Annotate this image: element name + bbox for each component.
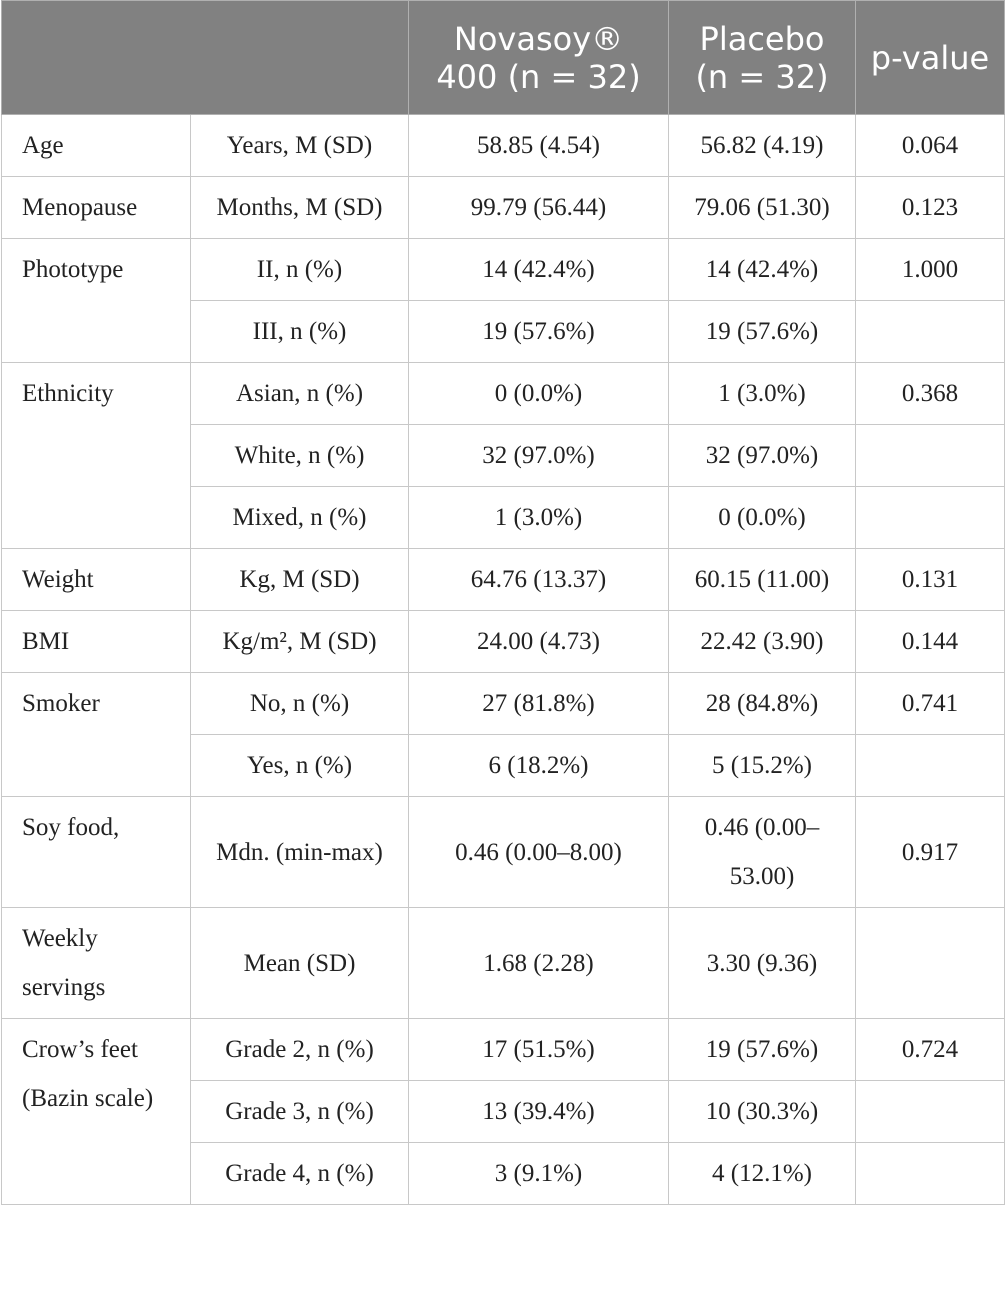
value-cell: 5 (15.2%) [668,734,856,797]
value-cell: 10 (30.3%) [668,1080,856,1143]
p-value-cell [855,734,1005,797]
measure-cell: III, n (%) [190,300,409,363]
table-row: Smoker No, n (%) 27 (81.8%) 28 (84.8%) 0.741 [1,672,1005,797]
p-value-cell [855,300,1005,363]
table-row: Crow’s feet (Bazin scale) Grade 2, n (%) 1… [1,1018,1005,1205]
p-value-cell: 0.917 [855,796,1005,908]
value-cell: 14 (42.4%) [668,238,856,301]
measure-cell: Years, M (SD) [190,114,409,177]
p-value-cell: 0.064 [855,114,1005,177]
measure-cell: Kg, M (SD) [190,548,409,611]
value-cell: 13 (39.4%) [408,1080,669,1143]
value-cell: 22.42 (3.90) [668,610,856,673]
p-value-cell [855,907,1005,1019]
measure-cell: Grade 3, n (%) [190,1080,409,1143]
value-cell: 0.46 (0.00–53.00) [668,796,856,908]
p-value-cell: 0.123 [855,176,1005,239]
p-value-cell: 0.724 [855,1018,1005,1081]
p-value-cell: 1.000 [855,238,1005,301]
measure-cell: No, n (%) [190,672,409,735]
value-cell: 6 (18.2%) [408,734,669,797]
value-cell: 19 (57.6%) [668,300,856,363]
variable-cell: Smoker [1,672,191,797]
measure-cell: Mean (SD) [190,907,409,1019]
variable-cell: Weight [1,548,191,611]
value-cell: 56.82 (4.19) [668,114,856,177]
value-cell: 32 (97.0%) [408,424,669,487]
measure-cell: Months, M (SD) [190,176,409,239]
value-cell: 1 (3.0%) [408,486,669,549]
table-body: Age Years, M (SD) 58.85 (4.54) 56.82 (4.19)… [1,114,1005,1205]
value-cell: 0 (0.0%) [408,362,669,425]
table-row: BMI Kg/m², M (SD) 24.00 (4.73) 22.42 (3.90)… [1,610,1005,673]
p-value-cell [855,1142,1005,1205]
table-row: Grade 3, n (%) 13 (39.4%) 10 (30.3%) [2,1080,1005,1143]
variable-cell: Phototype [1,238,191,363]
variable-cell: Weekly servings [1,907,191,1019]
table-row: Weekly servings Mean (SD) 1.68 (2.28) 3.30 … [1,907,1005,1019]
table-row: Ethnicity Asian, n (%) 0 (0.0%) 1 (3.0%) 0.3… [1,362,1005,549]
measure-cell: Grade 2, n (%) [190,1018,409,1081]
value-cell: 32 (97.0%) [668,424,856,487]
table-row: Yes, n (%) 6 (18.2%) 5 (15.2%) [2,734,1005,797]
value-cell: 19 (57.6%) [408,300,669,363]
value-cell: 24.00 (4.73) [408,610,669,673]
value-cell: 0.46 (0.00–8.00) [408,796,669,908]
measure-cell: Mdn. (min-max) [190,796,409,908]
value-cell: 19 (57.6%) [668,1018,856,1081]
measure-cell: Mixed, n (%) [190,486,409,549]
value-cell: 14 (42.4%) [408,238,669,301]
table-row: Soy food, Mdn. (min-max) 0.46 (0.00–8.00) 0… [1,796,1005,908]
table-row: Phototype II, n (%) 14 (42.4%) 14 (42.4%) 1.… [1,238,1005,363]
table-row: Mixed, n (%) 1 (3.0%) 0 (0.0%) [2,486,1005,549]
table-row: Grade 4, n (%) 3 (9.1%) 4 (12.1%) [2,1142,1005,1205]
value-cell: 17 (51.5%) [408,1018,669,1081]
value-cell: 3.30 (9.36) [668,907,856,1019]
table-row: Age Years, M (SD) 58.85 (4.54) 56.82 (4.19)… [1,114,1005,177]
value-cell: 60.15 (11.00) [668,548,856,611]
measure-cell: Yes, n (%) [190,734,409,797]
value-cell: 64.76 (13.37) [408,548,669,611]
table-row: Weight Kg, M (SD) 64.76 (13.37) 60.15 (11.0… [1,548,1005,611]
measure-cell: II, n (%) [190,238,409,301]
p-value-cell [855,424,1005,487]
value-cell: 99.79 (56.44) [408,176,669,239]
p-value-cell [855,1080,1005,1143]
value-cell: 79.06 (51.30) [668,176,856,239]
header-cell: Placebo (n = 32) [668,0,856,115]
variable-cell: Ethnicity [1,362,191,549]
header-cell [1,0,409,115]
variable-cell: Soy food, [1,796,191,908]
p-value-cell: 0.741 [855,672,1005,735]
p-value-cell [855,486,1005,549]
measure-cell: White, n (%) [190,424,409,487]
value-cell: 4 (12.1%) [668,1142,856,1205]
variable-cell: BMI [1,610,191,673]
value-cell: 1 (3.0%) [668,362,856,425]
variable-cell: Crow’s feet (Bazin scale) [1,1018,191,1205]
table-row: Menopause Months, M (SD) 99.79 (56.44) 79.0… [1,176,1005,239]
value-cell: 0 (0.0%) [668,486,856,549]
p-value-cell: 0.144 [855,610,1005,673]
value-cell: 3 (9.1%) [408,1142,669,1205]
value-cell: 1.68 (2.28) [408,907,669,1019]
header-row: Novasoy® 400 (n = 32) Placebo (n = 32) p-v… [1,0,1005,115]
value-cell: 27 (81.8%) [408,672,669,735]
value-cell: 58.85 (4.54) [408,114,669,177]
measure-cell: Kg/m², M (SD) [190,610,409,673]
p-value-cell: 0.368 [855,362,1005,425]
measure-cell: Asian, n (%) [190,362,409,425]
measure-cell: Grade 4, n (%) [190,1142,409,1205]
variable-cell: Age [1,114,191,177]
p-value-cell: 0.131 [855,548,1005,611]
table-row: White, n (%) 32 (97.0%) 32 (97.0%) [2,424,1005,487]
header-cell: Novasoy® 400 (n = 32) [408,0,669,115]
variable-cell: Menopause [1,176,191,239]
value-cell: 28 (84.8%) [668,672,856,735]
data-table: Novasoy® 400 (n = 32) Placebo (n = 32) p-v… [1,0,1005,1205]
header-cell: p-value [855,0,1005,115]
